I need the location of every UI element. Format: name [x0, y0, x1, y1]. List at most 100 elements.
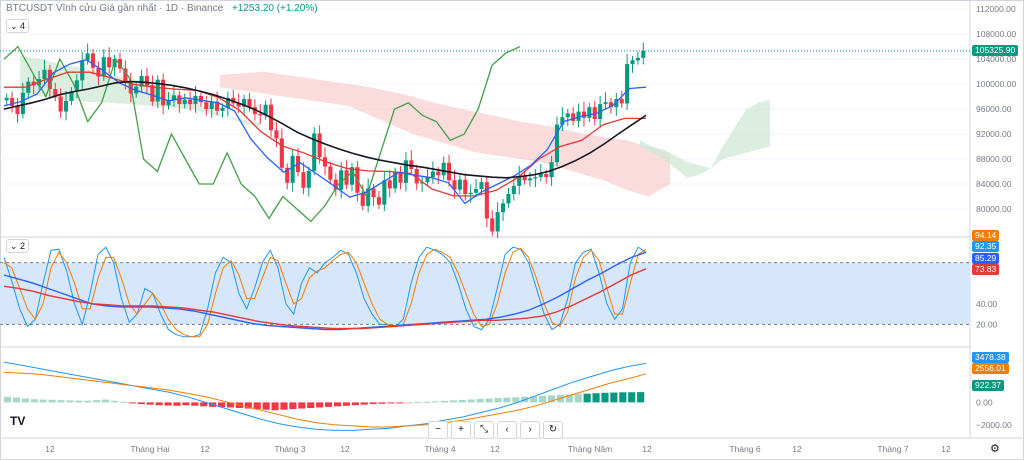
stoch-tick-label: 40.00	[976, 299, 998, 309]
lagging-span-line	[3, 45, 521, 223]
macd-histogram-bar	[592, 393, 600, 403]
macd-histogram-bar	[173, 402, 181, 406]
candle-body	[403, 160, 408, 183]
time-tick-label: Tháng Năm	[568, 444, 612, 454]
time-tick-label: 12	[45, 444, 55, 454]
reset-scale-button[interactable]: ⤡	[474, 421, 494, 439]
macd-histogram-bar	[119, 401, 128, 403]
candle-body	[317, 133, 322, 158]
zoom-out-button[interactable]: −	[428, 421, 448, 439]
macd-histogram-bar	[378, 402, 386, 404]
scroll-left-button[interactable]: ‹	[497, 421, 517, 439]
candle-body	[522, 175, 527, 181]
candle-body	[371, 188, 376, 198]
candle-body	[393, 172, 398, 189]
candle-body	[608, 102, 613, 108]
candle-body	[123, 68, 128, 83]
candle-body	[236, 103, 241, 107]
candle-body	[166, 100, 171, 106]
macd-histogram-bar	[111, 400, 119, 403]
macd-histogram-bar	[565, 394, 573, 403]
macd-histogram-bar	[449, 400, 457, 403]
candle-body	[349, 167, 355, 185]
candle-body	[220, 107, 225, 111]
candle-body	[290, 155, 295, 183]
symbol-title[interactable]: BTCUSDT Vĩnh cửu Giá gần nhất · 1D · Bin…	[6, 3, 224, 14]
macd-histogram-bar	[601, 392, 609, 403]
macd-histogram-bar	[289, 402, 297, 410]
macd-histogram-bar	[146, 402, 154, 405]
candle-body	[80, 60, 85, 81]
stoch-band	[0, 262, 970, 325]
candle-body	[4, 97, 9, 101]
last-price-tag: 105325.90	[972, 44, 1019, 56]
candle-body	[495, 212, 500, 232]
refresh-icon[interactable]: ↻	[543, 421, 563, 439]
macd-histogram-bar	[39, 399, 47, 403]
macd-pane	[3, 361, 647, 431]
stoch-series-line	[3, 247, 647, 338]
time-tick-label: 12	[200, 444, 210, 454]
macd-histogram-bar	[244, 402, 252, 409]
macd-histogram-bar	[102, 399, 110, 403]
macd-histogram-bar	[84, 400, 92, 403]
candle-body	[560, 117, 565, 125]
macd-histogram-bar	[48, 399, 56, 403]
time-tick-label: 12	[792, 444, 802, 454]
macd-histogram-bar	[155, 402, 163, 406]
candle-body	[42, 69, 47, 80]
macd-histogram-bar	[262, 402, 270, 410]
candle-body	[398, 172, 403, 183]
stoch-smooth-value-tag: 85.29	[972, 253, 1000, 264]
candle-body	[209, 101, 214, 110]
candle-body	[177, 95, 182, 105]
macd-histogram-bar	[253, 402, 261, 410]
candle-body	[301, 172, 306, 188]
macd-histogram-bar	[574, 394, 582, 403]
macd-histogram-bar	[316, 402, 324, 408]
candle-body	[333, 179, 338, 190]
candle-body	[565, 113, 570, 118]
candle-body	[554, 124, 560, 163]
candle-body	[490, 218, 495, 232]
time-tick-label: 12	[941, 444, 951, 454]
candle-body	[625, 64, 630, 104]
macd-histogram-bar	[467, 399, 475, 403]
candle-body	[279, 138, 284, 168]
indicator-lines	[0, 45, 970, 223]
macd-tick-label: −2000.00	[976, 420, 1012, 430]
candle-body	[500, 203, 506, 213]
candle-body	[533, 177, 538, 179]
candle-body	[10, 97, 15, 106]
candle-body	[63, 100, 69, 112]
candle-body	[635, 57, 640, 61]
main-pane-indicator-count[interactable]: ⌄ 4	[6, 19, 30, 33]
settings-gear-icon[interactable]: ⚙	[990, 443, 1000, 455]
candle-body	[603, 102, 608, 105]
candle-body	[171, 95, 176, 101]
macd-histogram-bar	[271, 402, 279, 411]
candle-body	[614, 99, 619, 108]
candle-body	[506, 194, 511, 204]
candle-body	[204, 102, 209, 110]
time-tick-label: Tháng 4	[424, 444, 455, 454]
macd-line	[3, 361, 647, 431]
candle-body	[479, 182, 484, 190]
candle-body	[619, 99, 624, 104]
candle-body	[258, 114, 263, 116]
macd-histogram-bar	[405, 402, 413, 404]
stoch-series-line	[3, 251, 647, 331]
scroll-right-button[interactable]: ›	[520, 421, 540, 439]
time-tick-label: Tháng Hai	[130, 444, 169, 454]
candle-body	[26, 81, 31, 93]
macd-histogram-bar	[21, 398, 29, 403]
zoom-in-button[interactable]: +	[451, 421, 471, 439]
candle-body	[144, 75, 150, 86]
stoch-k-value-tag: 92.35	[972, 241, 1000, 252]
macd-histogram-bar	[66, 400, 74, 403]
stoch-pane-indicator-count[interactable]: ⌄ 2	[6, 239, 30, 253]
candle-body	[436, 171, 441, 176]
candle-body	[215, 101, 220, 111]
